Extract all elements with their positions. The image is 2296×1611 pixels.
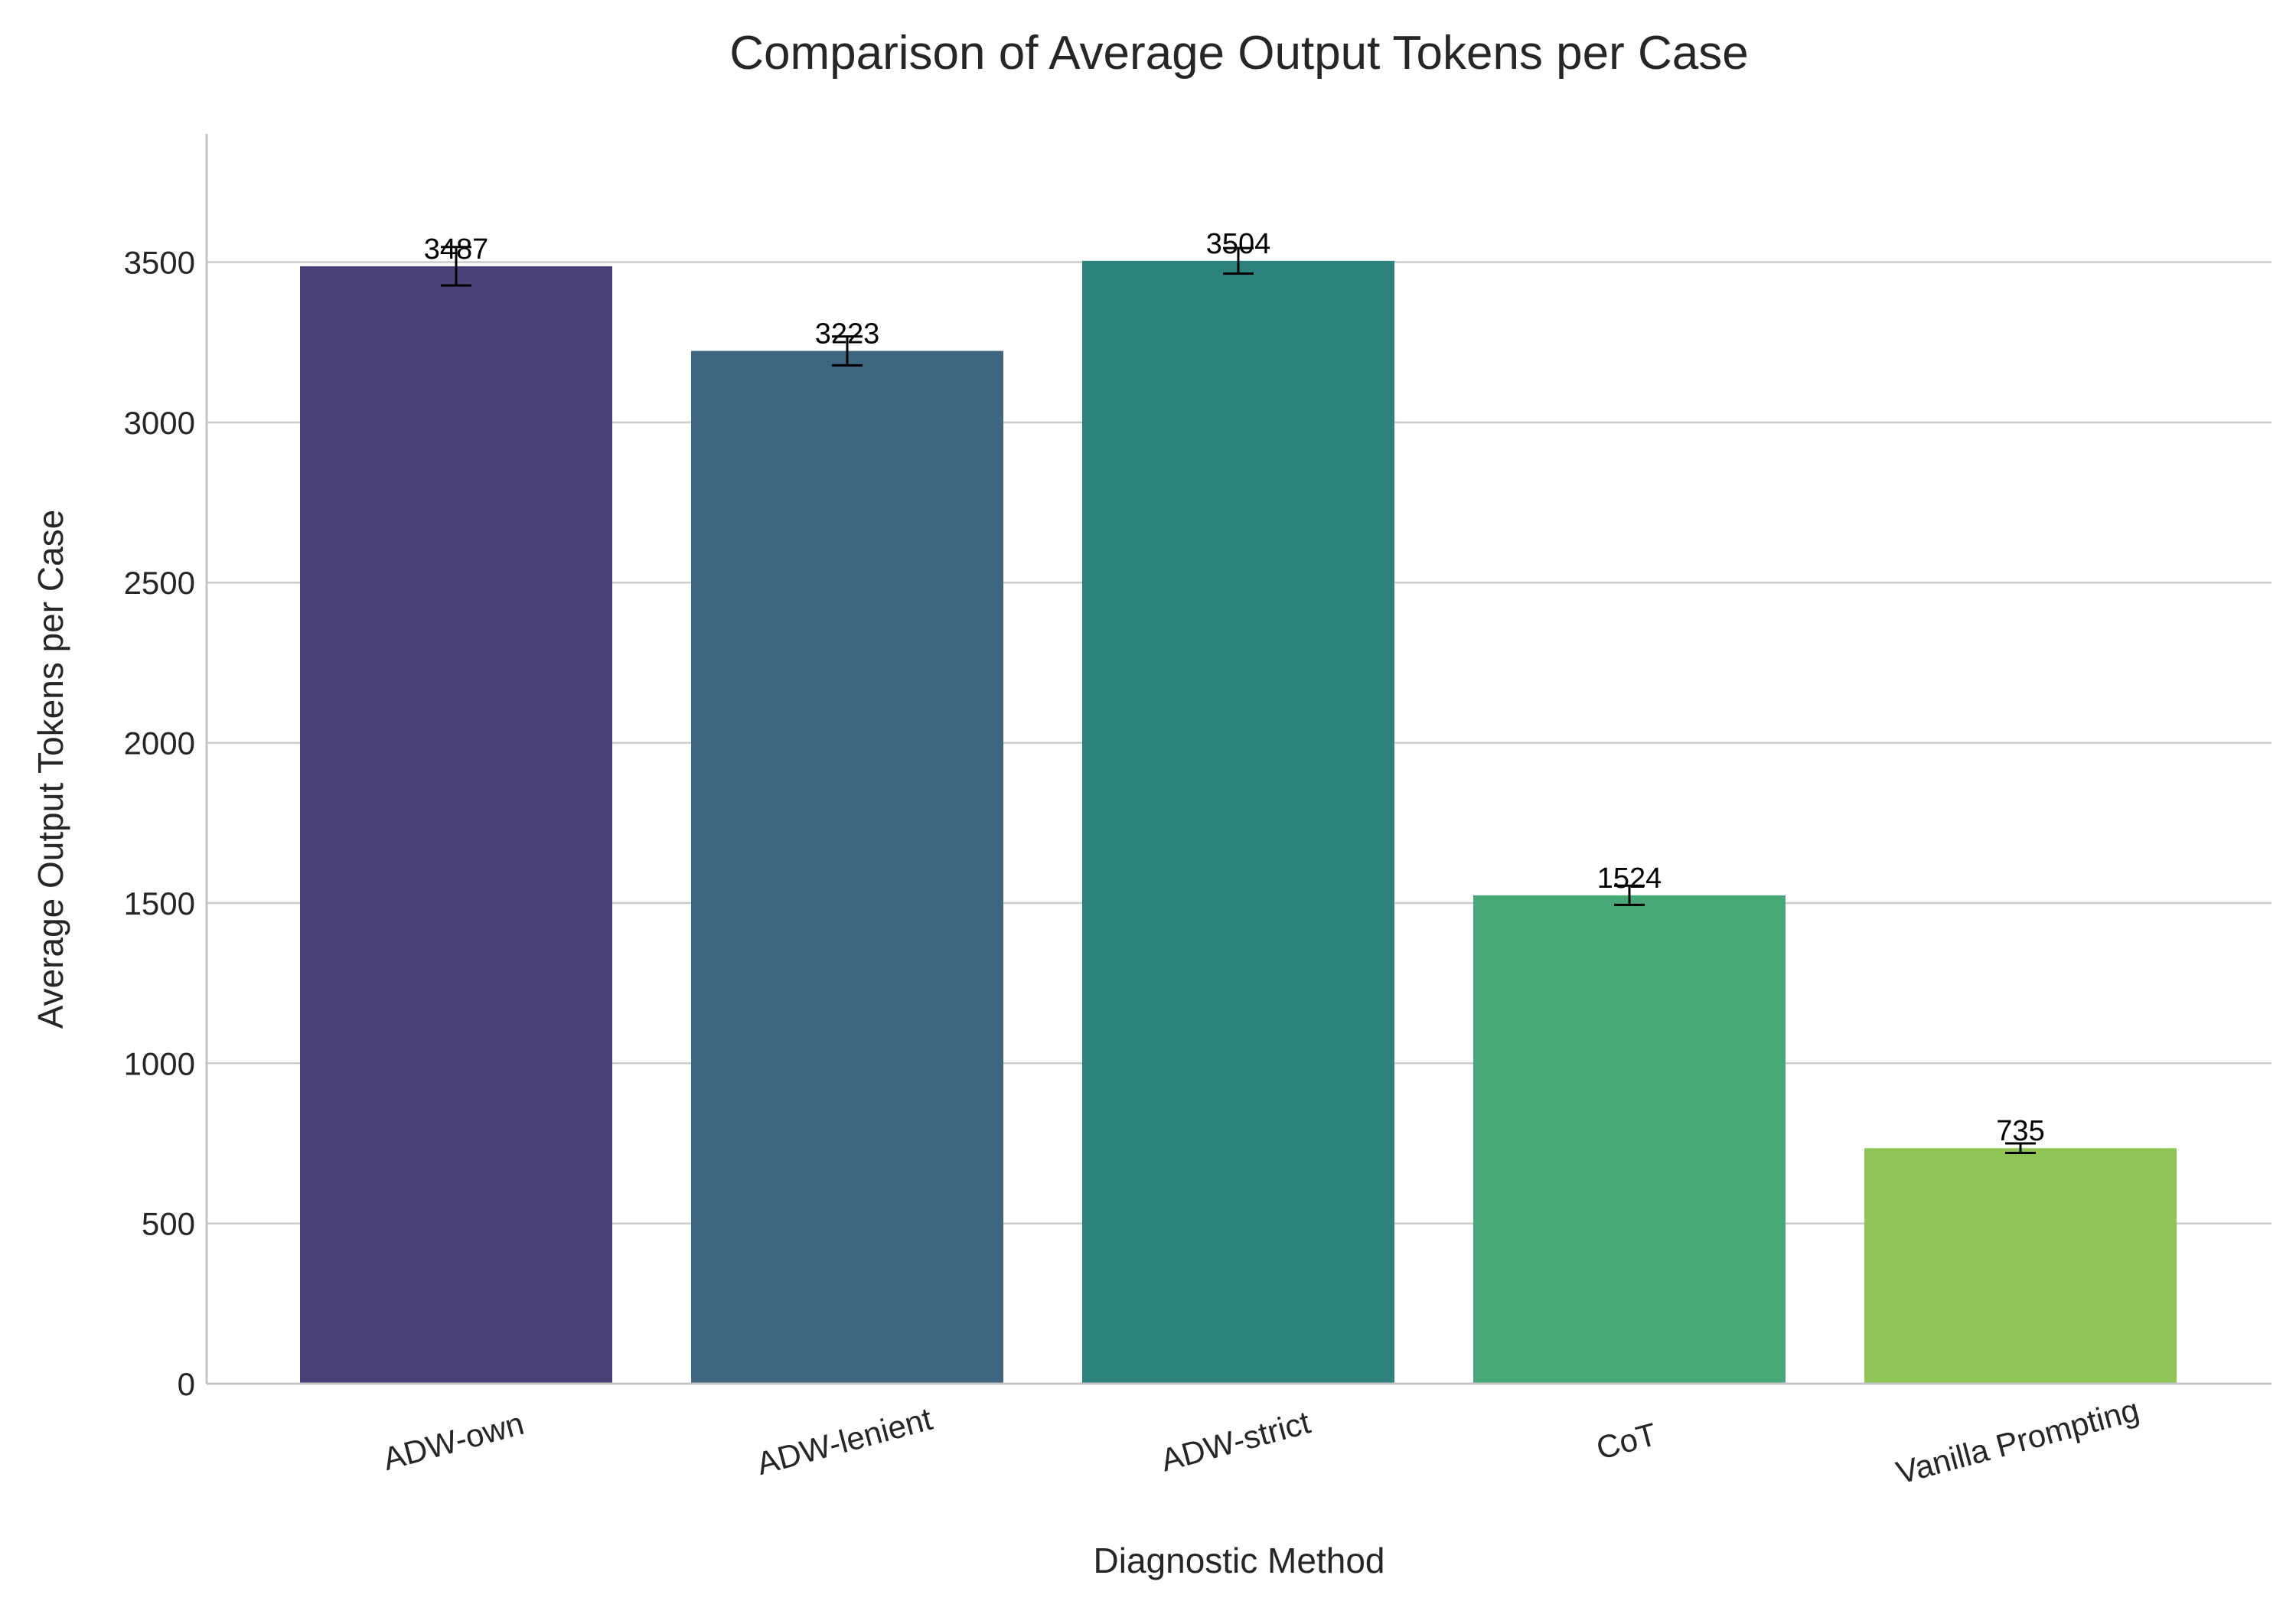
- bar: [691, 351, 1003, 1384]
- bar: [1082, 260, 1394, 1384]
- error-bar: [832, 335, 863, 367]
- bar: [300, 266, 612, 1384]
- y-tick-label: 3000: [124, 405, 195, 441]
- data-label: 735: [1996, 1115, 2044, 1147]
- error-bar: [1223, 246, 1254, 276]
- y-tick-label: 500: [142, 1206, 195, 1242]
- chart-title: Comparison of Average Output Tokens per …: [729, 27, 1749, 80]
- x-tick-label: Vanilla Prompting: [1893, 1391, 2143, 1491]
- x-tick-label: ADW-lenient: [753, 1401, 936, 1482]
- x-tick-label: ADW-strict: [1157, 1404, 1315, 1478]
- data-label: 3487: [424, 233, 489, 266]
- y-tick-label: 1000: [124, 1045, 195, 1081]
- x-tick-label: CoT: [1593, 1416, 1661, 1466]
- error-bar: [1614, 884, 1645, 906]
- bar: [1864, 1148, 2177, 1384]
- error-bar: [441, 246, 471, 287]
- bars: [300, 260, 2177, 1384]
- y-tick-label: 0: [178, 1366, 195, 1402]
- y-tick-label: 3500: [124, 244, 195, 280]
- data-labels: 3487 3223 3504 1524 735: [424, 228, 2045, 1147]
- error-bar: [2005, 1142, 2036, 1155]
- data-label: 3504: [1206, 228, 1271, 260]
- y-tick-label: 1500: [124, 885, 195, 921]
- axes: [205, 134, 2272, 1385]
- y-tick-labels: 0 500 1000 1500 2000 2500 3000 3500: [124, 244, 195, 1402]
- y-tick-label: 2500: [124, 565, 195, 601]
- data-label: 3223: [815, 318, 880, 350]
- y-axis-label: Average Output Tokens per Case: [31, 510, 70, 1029]
- x-tick-label: ADW-own: [379, 1405, 527, 1477]
- y-tick-label: 2000: [124, 726, 195, 761]
- error-bars: [441, 246, 2036, 1155]
- x-axis-label: Diagnostic Method: [1094, 1541, 1385, 1580]
- data-label: 1524: [1597, 863, 1662, 895]
- x-tick-labels: ADW-own ADW-lenient ADW-strict CoT Vanilla P…: [379, 1391, 2143, 1491]
- bar: [1473, 895, 1786, 1384]
